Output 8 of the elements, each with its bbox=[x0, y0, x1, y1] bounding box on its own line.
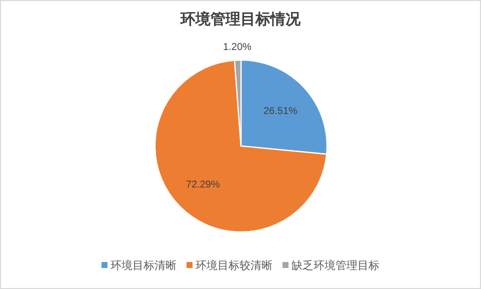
chart-title: 环境管理目标情况 bbox=[180, 10, 302, 28]
pie-slice bbox=[154, 60, 328, 232]
legend-label: 环境目标清晰 bbox=[110, 259, 176, 272]
data-label: 72.29% bbox=[186, 179, 220, 190]
data-label: 1.20% bbox=[223, 42, 252, 54]
legend-label: 缺乏环境管理目标 bbox=[292, 259, 380, 272]
legend-label: 环境目标较清晰 bbox=[196, 259, 272, 272]
data-label: 26.51% bbox=[263, 106, 298, 118]
